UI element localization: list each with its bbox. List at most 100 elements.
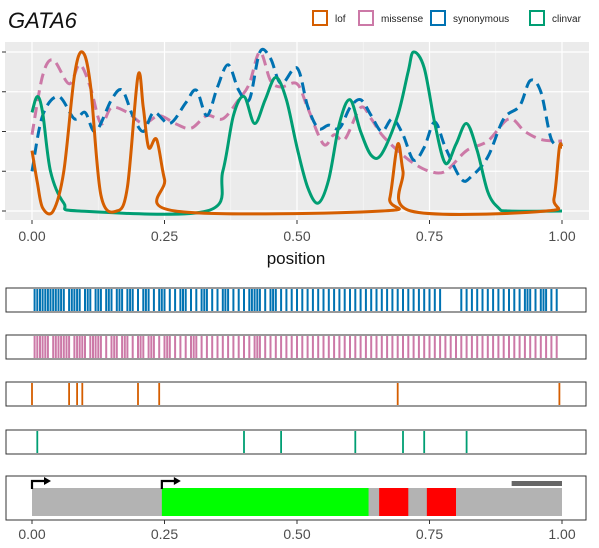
rug-mark-synonymous xyxy=(152,289,155,311)
x-axis-ticks-top: 0.00 0.25 0.50 0.75 1.00 xyxy=(18,220,576,244)
x-axis-title: position xyxy=(267,249,326,268)
rug-mark-synonymous xyxy=(550,289,553,311)
rug-mark-missense xyxy=(192,336,195,358)
rug-mark-synonymous xyxy=(224,289,227,311)
rug-mark-synonymous xyxy=(317,289,320,311)
rug-mark-missense xyxy=(166,336,169,358)
rug-mark-synonymous xyxy=(526,289,529,311)
rug-mark-missense xyxy=(407,336,410,358)
rug-mark-synonymous xyxy=(36,289,39,311)
rug-mark-missense xyxy=(92,336,94,358)
rug-mark-synonymous xyxy=(205,289,208,311)
rug-mark-missense xyxy=(142,336,145,358)
rug-mark-synonymous xyxy=(327,289,330,311)
rug-mark-synonymous xyxy=(555,289,558,311)
rug-mark-clinvar xyxy=(402,431,404,453)
rug-mark-missense xyxy=(386,336,389,358)
rug-mark-missense xyxy=(327,336,330,358)
rug-mark-missense xyxy=(94,336,97,358)
rug-mark-lof xyxy=(68,383,70,405)
rug-mark-missense xyxy=(396,336,399,358)
rug-mark-synonymous xyxy=(54,289,57,311)
rug-mark-missense xyxy=(529,336,532,358)
rug-mark-missense xyxy=(523,336,526,358)
rug-mark-missense xyxy=(256,336,259,358)
rug-mark-clinvar xyxy=(280,431,282,453)
rug-mark-synonymous xyxy=(481,289,484,311)
rug-mark-missense xyxy=(62,336,65,358)
rug-mark-synonymous xyxy=(52,289,55,311)
rug-mark-synonymous xyxy=(370,289,373,311)
rug-mark-synonymous xyxy=(147,289,150,311)
rug-mark-missense xyxy=(428,336,431,358)
rug-mark-missense xyxy=(455,336,457,358)
legend-key-clinvar xyxy=(529,10,545,26)
rug-mark-missense xyxy=(84,336,86,358)
tss-arrow-icon xyxy=(30,479,46,489)
rug-mark-synonymous xyxy=(518,289,521,311)
legend: lof missense synonymous clinvar xyxy=(312,10,582,26)
rug-mark-missense xyxy=(121,336,124,358)
rug-mark-synonymous xyxy=(227,289,230,311)
rug-mark-missense xyxy=(433,336,436,358)
rug-track-synonymous xyxy=(5,287,587,313)
rug-mark-missense xyxy=(211,336,214,358)
rug-mark-synonymous xyxy=(428,289,431,311)
rug-mark-missense xyxy=(243,336,245,358)
rug-mark-synonymous xyxy=(322,289,325,311)
rug-mark-missense xyxy=(296,336,298,358)
rug-mark-synonymous xyxy=(57,289,60,311)
rug-mark-missense xyxy=(322,336,325,358)
rug-mark-synonymous xyxy=(502,289,505,311)
rug-mark-synonymous xyxy=(272,289,275,311)
rug-mark-synonymous xyxy=(470,289,473,311)
rug-mark-synonymous xyxy=(354,289,357,311)
rug-mark-synonymous xyxy=(144,289,147,311)
rug-mark-lof xyxy=(76,383,78,405)
rug-mark-missense xyxy=(290,336,293,358)
rug-mark-missense xyxy=(232,336,235,358)
rug-mark-missense xyxy=(152,336,155,358)
rug-mark-synonymous xyxy=(33,289,36,311)
rug-mark-synonymous xyxy=(179,289,182,311)
rug-mark-missense xyxy=(375,336,378,358)
rug-mark-missense xyxy=(33,336,36,358)
rug-mark-missense xyxy=(139,336,142,358)
rug-mark-synonymous xyxy=(62,289,65,311)
x-axis-bottom-tick-label: 1.00 xyxy=(548,526,575,542)
legend-key-missense xyxy=(358,10,374,26)
rug-mark-missense xyxy=(423,336,426,358)
rug-mark-missense xyxy=(417,336,420,358)
rug-mark-synonymous xyxy=(97,289,100,311)
rug-mark-synonymous xyxy=(343,289,346,311)
x-axis-top-tick-label: 0.25 xyxy=(151,228,178,244)
rug-mark-synonymous xyxy=(76,289,79,311)
rug-mark-synonymous xyxy=(508,289,510,311)
rug-mark-missense xyxy=(311,336,314,358)
rug-mark-synonymous xyxy=(380,289,383,311)
rug-mark-synonymous xyxy=(349,289,351,311)
rug-mark-missense xyxy=(52,336,55,358)
rug-mark-synonymous xyxy=(203,289,206,311)
rug-mark-missense xyxy=(115,336,118,358)
rug-mark-synonymous xyxy=(274,289,277,311)
rug-mark-missense xyxy=(113,336,116,358)
rug-mark-missense xyxy=(137,336,139,358)
rug-mark-synonymous xyxy=(142,289,145,311)
rug-mark-synonymous xyxy=(513,289,516,311)
series-line-lof xyxy=(30,50,564,216)
rug-mark-synonymous xyxy=(412,289,415,311)
rug-mark-missense xyxy=(497,336,500,358)
rug-mark-synonymous xyxy=(163,289,166,311)
x-axis-ticks-bottom: 0.00 0.25 0.50 0.75 1.00 xyxy=(18,520,576,542)
x-axis-bottom-tick-label: 0.50 xyxy=(283,526,310,542)
rug-mark-missense xyxy=(359,336,362,358)
rug-mark-synonymous xyxy=(89,289,92,311)
rug-mark-synonymous xyxy=(338,289,341,311)
rug-mark-synonymous xyxy=(433,289,436,311)
rug-track-missense xyxy=(5,334,587,360)
gene-region xyxy=(161,488,369,516)
rug-mark-synonymous xyxy=(364,289,367,311)
rug-mark-synonymous xyxy=(44,289,47,311)
